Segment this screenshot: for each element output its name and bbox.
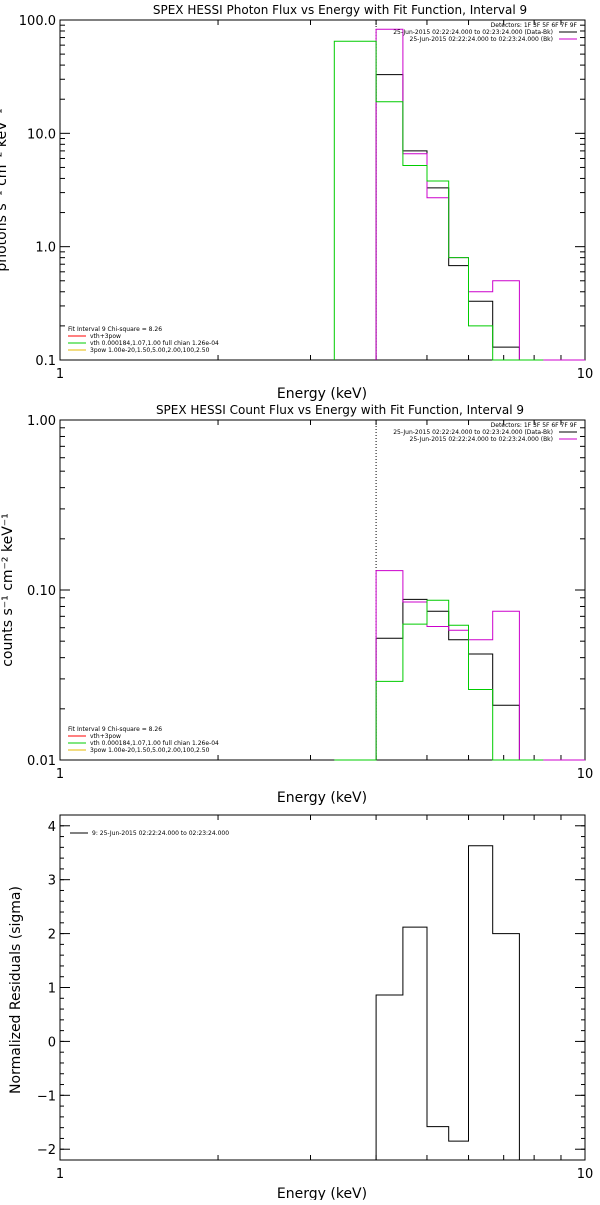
resid-ytick-label: 4 xyxy=(48,820,56,835)
photon-xtick-label: 1 xyxy=(56,367,64,382)
count-legend-text: 25-Jun-2015 02:22:24.000 to 02:23:24.000… xyxy=(410,436,553,443)
photon-legend-text: 25-Jun-2015 02:22:24.000 to 02:23:24.000… xyxy=(410,36,553,43)
count-panel: SPEX HESSI Count Flux vs Energy with Fit… xyxy=(0,403,586,806)
photon-ylabel: photons s⁻¹ cm⁻² keV⁻¹ xyxy=(0,108,10,271)
resid-ytick-label: 1 xyxy=(48,982,56,997)
photon-series-1 xyxy=(375,28,585,361)
photon-legend-text: vth+3pow xyxy=(90,333,121,340)
count-series-2 xyxy=(334,599,544,761)
photon-title: SPEX HESSI Photon Flux vs Energy with Fi… xyxy=(153,3,527,17)
photon-ytick-label: 100.0 xyxy=(19,14,56,29)
resid-plot-frame xyxy=(59,814,586,1161)
resid-xtick-label: 10 xyxy=(577,1167,594,1182)
resid-xtick-label: 1 xyxy=(56,1167,64,1182)
resid-legend-text: 9: 25-Jun-2015 02:22:24.000 to 02:23:24.… xyxy=(92,830,229,837)
count-legend-text: vth+3pow xyxy=(90,733,121,740)
photon-series-2 xyxy=(333,40,544,361)
count-marks: 0.01 0.10 1.00 1 10 Detectors: 1F 3F 5F 6F 7F… xyxy=(27,414,593,782)
photon-xtick-label: 10 xyxy=(577,367,594,382)
photon-legend-text: Detectors: 1F 3F 5F 6F 7F 9F xyxy=(491,22,578,29)
resid-ytick-label: −1 xyxy=(37,1089,56,1104)
count-ytick-label: 0.10 xyxy=(27,584,56,599)
photon-legend-text: 25-Jun-2015 02:22:24.000 to 02:23:24.000… xyxy=(393,29,553,36)
count-plot-frame xyxy=(59,419,586,761)
photon-series-0 xyxy=(375,74,544,361)
photon-panel: SPEX HESSI Photon Flux vs Energy with Fi… xyxy=(0,3,586,402)
resid-ytick-label: 2 xyxy=(48,928,56,943)
resid-ytick-label: 0 xyxy=(48,1035,56,1050)
photon-plot-frame xyxy=(59,19,586,361)
photon-ytick-label: 0.1 xyxy=(35,354,56,369)
count-legend-text: Detectors: 1F 3F 5F 6F 7F 9F xyxy=(491,422,578,429)
photon-ytick-label: 1.0 xyxy=(35,241,56,256)
count-xtick-label: 10 xyxy=(577,767,594,782)
photon-legend-text: vth 0.000184,1.07,1.00 full chian 1.26e-… xyxy=(90,340,219,347)
resid-ytick-label: 3 xyxy=(48,874,56,889)
photon-marks: 0.1 1.0 10.0 100.0 1 10 Detectors: 1F 3F 5F 6F… xyxy=(19,14,593,382)
count-legend-text: 3pow 1.00e-20,1.50,5.00,2.00,100,2.50 xyxy=(90,747,210,754)
resid-marks: −2 −1 0 1 2 3 4 1 10 9: 25-Jun-2015 02:22:24.000 … xyxy=(37,815,593,1182)
resid-ytick-label: −2 xyxy=(37,1143,56,1158)
count-ylabel: counts s⁻¹ cm⁻² keV⁻¹ xyxy=(0,513,16,667)
count-xtick-label: 1 xyxy=(56,767,64,782)
photon-legend-text: Fit Interval 9 Chi-square = 8.26 xyxy=(68,326,162,333)
photon-legend-text: 3pow 1.00e-20,1.50,5.00,2.00,100,2.50 xyxy=(90,347,210,354)
count-ytick-label: 1.00 xyxy=(27,414,56,429)
count-legend-text: 25-Jun-2015 02:22:24.000 to 02:23:24.000… xyxy=(393,429,553,436)
count-legend-text: vth 0.000184,1.07,1.00 full chian 1.26e-… xyxy=(90,740,219,747)
photon-xlabel: Energy (keV) xyxy=(277,386,367,402)
count-title: SPEX HESSI Count Flux vs Energy with Fit… xyxy=(156,403,524,417)
resid-xlabel: Energy (keV) xyxy=(277,1186,367,1200)
count-xlabel: Energy (keV) xyxy=(277,790,367,806)
count-ytick-label: 0.01 xyxy=(27,754,56,769)
resid-ylabel: Normalized Residuals (sigma) xyxy=(8,886,24,1094)
count-legend-text: Fit Interval 9 Chi-square = 8.26 xyxy=(68,726,162,733)
resid-series-0 xyxy=(375,845,544,1161)
resid-panel: Energy (keV) Normalized Residuals (sigma… xyxy=(8,814,586,1202)
count-series-0 xyxy=(375,598,544,761)
photon-ytick-label: 10.0 xyxy=(27,127,56,142)
